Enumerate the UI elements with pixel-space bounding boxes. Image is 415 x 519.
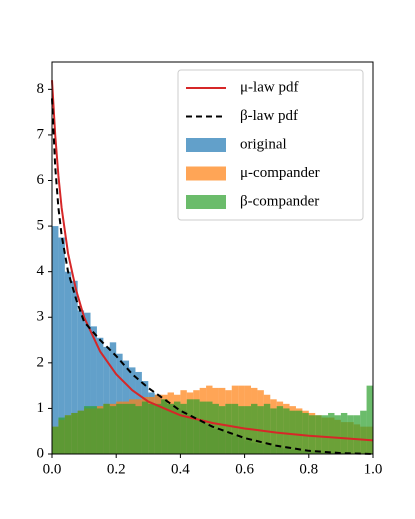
hist-bar	[116, 403, 123, 454]
hist-bar	[289, 410, 296, 454]
legend-label: β-compander	[240, 193, 319, 209]
legend-swatch	[186, 138, 226, 152]
hist-bar	[141, 401, 149, 454]
hist-bar	[77, 410, 85, 454]
y-tick-label: 4	[37, 263, 45, 279]
hist-bar	[58, 237, 65, 454]
hist-bar	[353, 415, 361, 454]
hist-bar	[334, 415, 341, 454]
legend-swatch	[186, 195, 226, 209]
legend-label: β-law pdf	[240, 108, 298, 124]
legend-swatch	[186, 166, 226, 181]
x-tick-label: 0.4	[171, 461, 190, 477]
hist-bar	[295, 410, 303, 454]
hist-bar	[347, 415, 354, 454]
y-tick-label: 7	[37, 126, 45, 142]
legend-label: μ-law pdf	[240, 79, 298, 95]
legend-box	[177, 69, 364, 221]
hist-bar	[225, 403, 232, 454]
hist-bar	[263, 403, 271, 454]
hist-bar	[84, 406, 91, 454]
hist-bar	[231, 403, 239, 454]
x-tick-label: 0.0	[43, 461, 62, 477]
hist-bar	[199, 401, 207, 454]
hist-bar	[366, 385, 373, 454]
x-tick-label: 0.2	[107, 461, 126, 477]
hist-bar	[193, 399, 200, 454]
y-tick-label: 1	[37, 400, 45, 416]
hist-bar	[340, 412, 348, 454]
legend-label: μ-compander	[240, 165, 320, 181]
hist-bar	[167, 403, 174, 454]
hist-bar	[122, 403, 130, 454]
hist-bar	[315, 415, 322, 454]
y-tick-label: 3	[37, 309, 45, 325]
hist-bar	[109, 406, 117, 454]
y-tick-label: 5	[37, 218, 45, 234]
plot-frame	[51, 61, 374, 455]
hist-bar	[212, 403, 219, 454]
pdf-line	[51, 80, 374, 442]
y-tick-label: 8	[37, 81, 45, 97]
hist-bar	[308, 415, 316, 454]
hist-bar	[244, 406, 252, 454]
hist-bar	[129, 403, 136, 454]
hist-bar	[103, 346, 110, 454]
hist-bar	[90, 406, 97, 454]
x-tick-label: 0.6	[235, 461, 254, 477]
hist-bar	[103, 403, 110, 454]
y-tick-label: 0	[37, 445, 45, 461]
y-tick-label: 6	[37, 172, 45, 188]
hist-bar	[52, 426, 59, 454]
hist-bar	[77, 310, 85, 454]
legend-label: original	[240, 136, 287, 152]
hist-bar	[161, 399, 168, 454]
hist-bar	[283, 408, 290, 454]
x-tick-label: 0.8	[299, 461, 318, 477]
hist-bar	[58, 417, 65, 454]
hist-bar	[154, 403, 162, 454]
hist-bar	[64, 271, 72, 454]
hist-bar	[238, 406, 245, 454]
hist-bar	[173, 401, 181, 454]
hist-bar	[71, 280, 78, 454]
x-tick-label: 1.0	[364, 461, 383, 477]
pdf-line	[51, 98, 374, 455]
hist-bar	[302, 412, 309, 454]
y-tick-label: 2	[37, 354, 45, 370]
hist-bar	[64, 415, 72, 454]
hist-bar	[109, 342, 117, 454]
hist-bar	[148, 403, 155, 454]
hist-bar	[52, 226, 59, 454]
hist-bar	[90, 326, 97, 454]
hist-bar	[186, 399, 194, 454]
hist-bar	[360, 410, 367, 454]
hist-bar	[96, 337, 104, 454]
hist-bar	[84, 312, 91, 454]
hist-bar	[328, 412, 335, 454]
hist-bar	[96, 408, 104, 454]
hist-bar	[206, 401, 213, 454]
hist-bar	[71, 412, 78, 454]
hist-bar	[180, 403, 187, 454]
hist-bar	[276, 406, 284, 454]
hist-bar	[135, 406, 142, 454]
hist-bar	[321, 415, 329, 454]
